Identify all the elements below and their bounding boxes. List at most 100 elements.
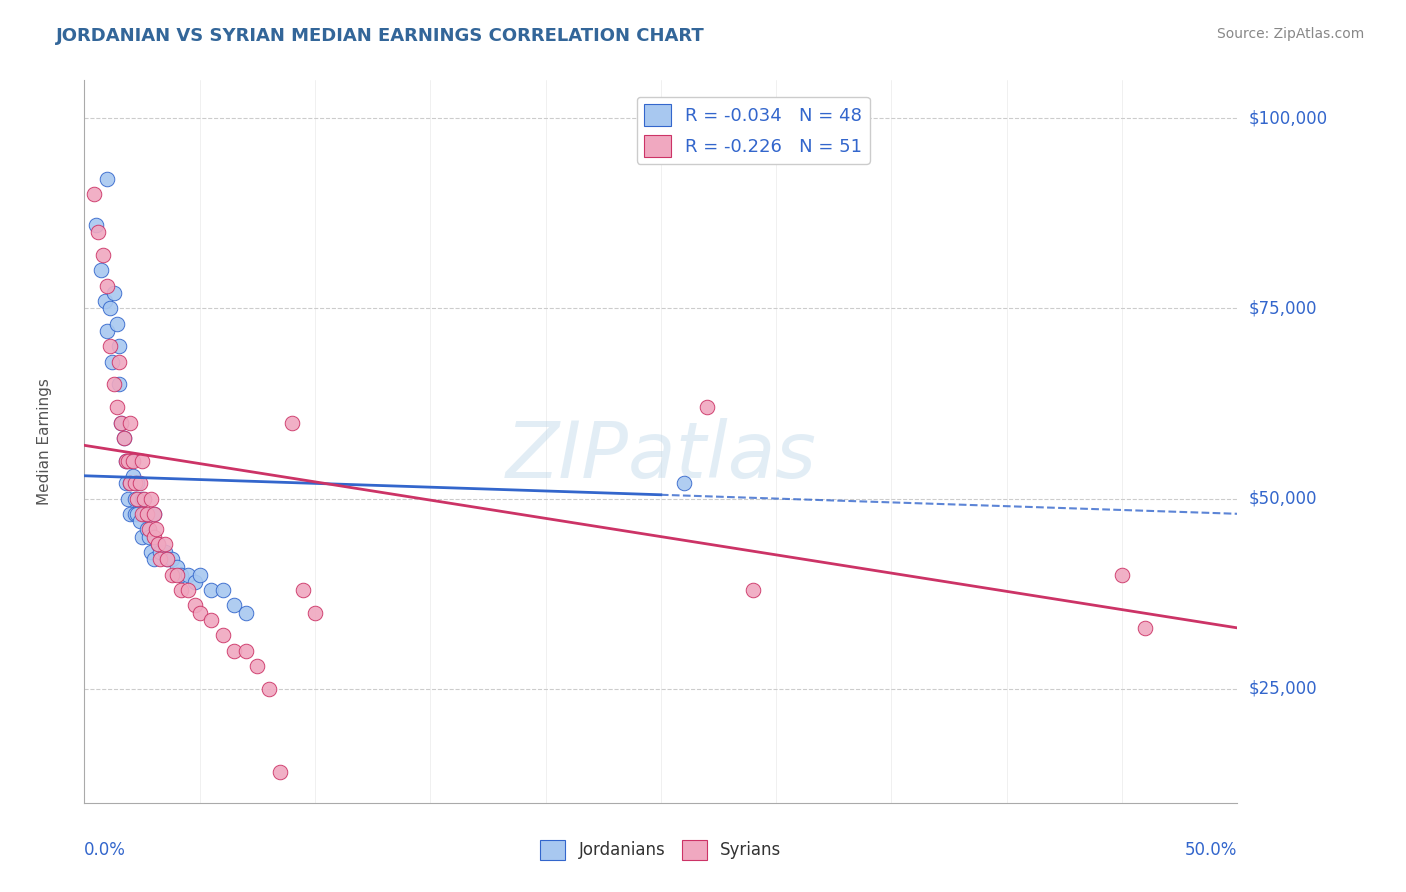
Point	[146, 537, 169, 551]
Point	[84, 218, 107, 232]
Point	[292, 582, 315, 597]
Point	[281, 416, 304, 430]
Point	[115, 476, 138, 491]
Point	[200, 613, 222, 627]
Point	[108, 354, 131, 368]
Point	[672, 476, 695, 491]
Point	[103, 286, 125, 301]
Point	[142, 507, 165, 521]
Point	[177, 567, 200, 582]
Point	[108, 377, 131, 392]
Point	[120, 476, 142, 491]
Point	[142, 530, 165, 544]
Point	[105, 401, 128, 415]
Point	[211, 628, 233, 642]
Point	[141, 545, 163, 559]
Point	[103, 377, 125, 392]
Point	[153, 545, 176, 559]
Point	[128, 476, 150, 491]
Point	[160, 552, 183, 566]
Point	[742, 582, 765, 597]
Point	[120, 507, 142, 521]
Point	[121, 468, 143, 483]
Point	[131, 507, 153, 521]
Point	[98, 301, 121, 316]
Text: $25,000: $25,000	[1249, 680, 1317, 698]
Point	[120, 453, 142, 467]
Point	[117, 453, 139, 467]
Text: $75,000: $75,000	[1249, 300, 1317, 318]
Point	[96, 324, 118, 338]
Text: ZIPatlas: ZIPatlas	[505, 418, 817, 494]
Point	[112, 431, 135, 445]
Point	[91, 248, 114, 262]
Point	[115, 453, 138, 467]
Point	[145, 522, 167, 536]
Point	[200, 582, 222, 597]
Point	[146, 537, 169, 551]
Point	[89, 263, 111, 277]
Point	[134, 507, 156, 521]
Point	[131, 530, 153, 544]
Point	[127, 476, 149, 491]
Point	[166, 560, 188, 574]
Point	[177, 582, 200, 597]
Point	[110, 416, 132, 430]
Point	[696, 401, 718, 415]
Point	[1133, 621, 1156, 635]
Point	[1111, 567, 1133, 582]
Point	[124, 507, 146, 521]
Point	[135, 522, 157, 536]
Point	[142, 507, 165, 521]
Legend: Jordanians, Syrians: Jordanians, Syrians	[533, 833, 789, 867]
Point	[188, 606, 211, 620]
Text: Source: ZipAtlas.com: Source: ZipAtlas.com	[1216, 27, 1364, 41]
Point	[269, 765, 291, 780]
Text: JORDANIAN VS SYRIAN MEDIAN EARNINGS CORRELATION CHART: JORDANIAN VS SYRIAN MEDIAN EARNINGS CORR…	[56, 27, 704, 45]
Text: 50.0%: 50.0%	[1185, 841, 1237, 859]
Point	[98, 339, 121, 353]
Point	[184, 575, 207, 590]
Point	[94, 293, 117, 308]
Point	[96, 278, 118, 293]
Point	[188, 567, 211, 582]
Point	[166, 567, 188, 582]
Text: Median Earnings: Median Earnings	[37, 378, 52, 505]
Point	[156, 552, 179, 566]
Point	[101, 354, 124, 368]
Text: $50,000: $50,000	[1249, 490, 1317, 508]
Point	[138, 522, 160, 536]
Point	[211, 582, 233, 597]
Point	[131, 453, 153, 467]
Point	[304, 606, 326, 620]
Point	[120, 416, 142, 430]
Point	[184, 598, 207, 612]
Point	[110, 416, 132, 430]
Point	[224, 643, 246, 657]
Point	[83, 187, 105, 202]
Point	[131, 491, 153, 506]
Point	[235, 606, 257, 620]
Point	[127, 491, 149, 506]
Point	[142, 552, 165, 566]
Point	[96, 172, 118, 186]
Point	[235, 643, 257, 657]
Point	[120, 476, 142, 491]
Point	[127, 507, 149, 521]
Point	[105, 317, 128, 331]
Point	[135, 507, 157, 521]
Point	[246, 659, 269, 673]
Point	[149, 545, 172, 559]
Point	[257, 681, 280, 696]
Point	[160, 567, 183, 582]
Point	[112, 431, 135, 445]
Point	[128, 515, 150, 529]
Text: $100,000: $100,000	[1249, 110, 1327, 128]
Point	[170, 567, 193, 582]
Point	[153, 537, 176, 551]
Point	[134, 491, 156, 506]
Point	[224, 598, 246, 612]
Point	[115, 453, 138, 467]
Point	[117, 491, 139, 506]
Point	[141, 491, 163, 506]
